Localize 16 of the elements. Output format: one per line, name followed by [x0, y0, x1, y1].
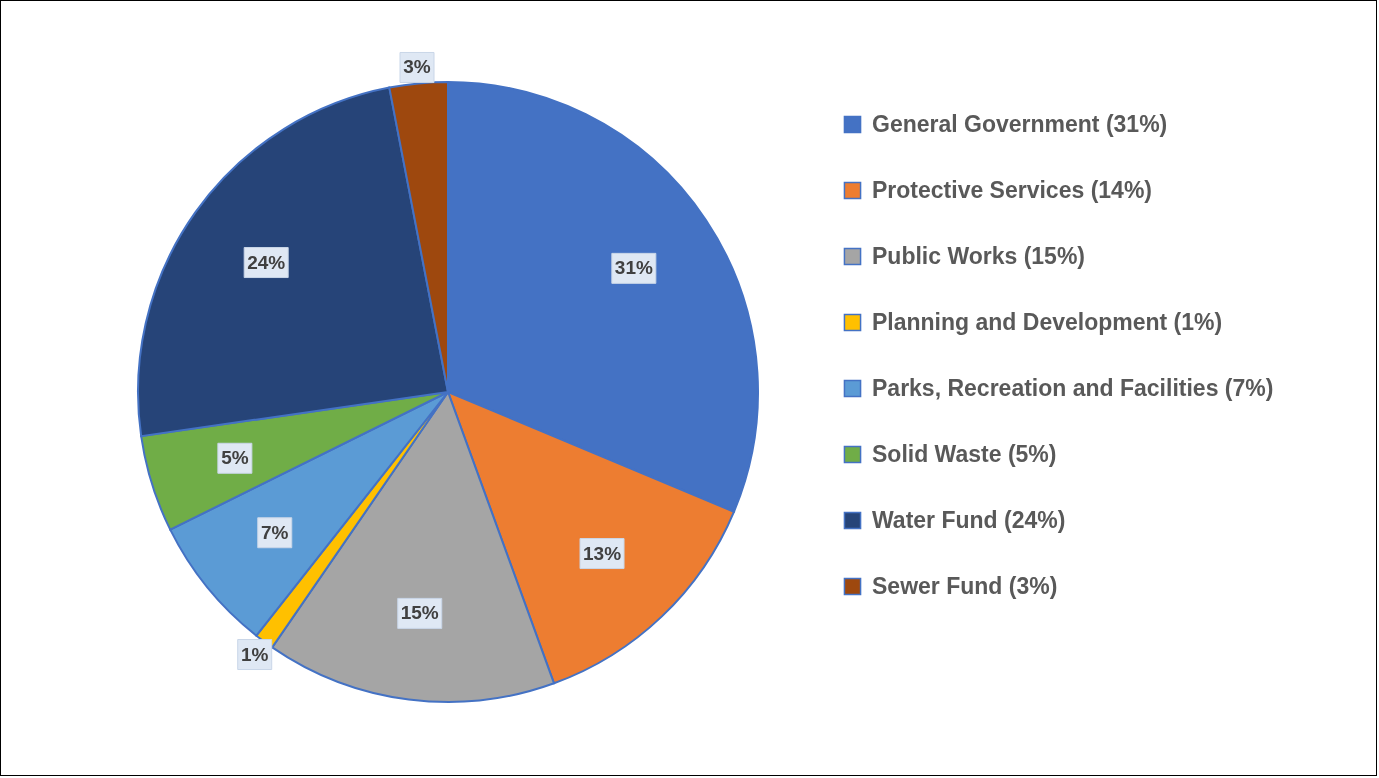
- legend-label: Parks, Recreation and Facilities (7%): [872, 374, 1274, 401]
- data-label: 7%: [261, 521, 289, 543]
- legend-label: Water Fund (24%): [872, 506, 1066, 533]
- data-label: 5%: [221, 447, 249, 469]
- legend-label: General Government (31%): [872, 110, 1168, 137]
- data-label: 31%: [614, 257, 653, 279]
- legend-label: Solid Waste (5%): [872, 440, 1057, 467]
- legend-label: Sewer Fund (3%): [872, 572, 1058, 599]
- legend-label: Public Works (15%): [872, 242, 1086, 269]
- legend-label: Planning and Development (1%): [872, 308, 1223, 335]
- data-label: 3%: [403, 56, 431, 78]
- data-label: 15%: [400, 602, 439, 624]
- data-label: 1%: [240, 643, 269, 665]
- data-label: 24%: [247, 251, 286, 273]
- data-label: 13%: [583, 542, 622, 564]
- legend-label: Protective Services (14%): [872, 176, 1152, 203]
